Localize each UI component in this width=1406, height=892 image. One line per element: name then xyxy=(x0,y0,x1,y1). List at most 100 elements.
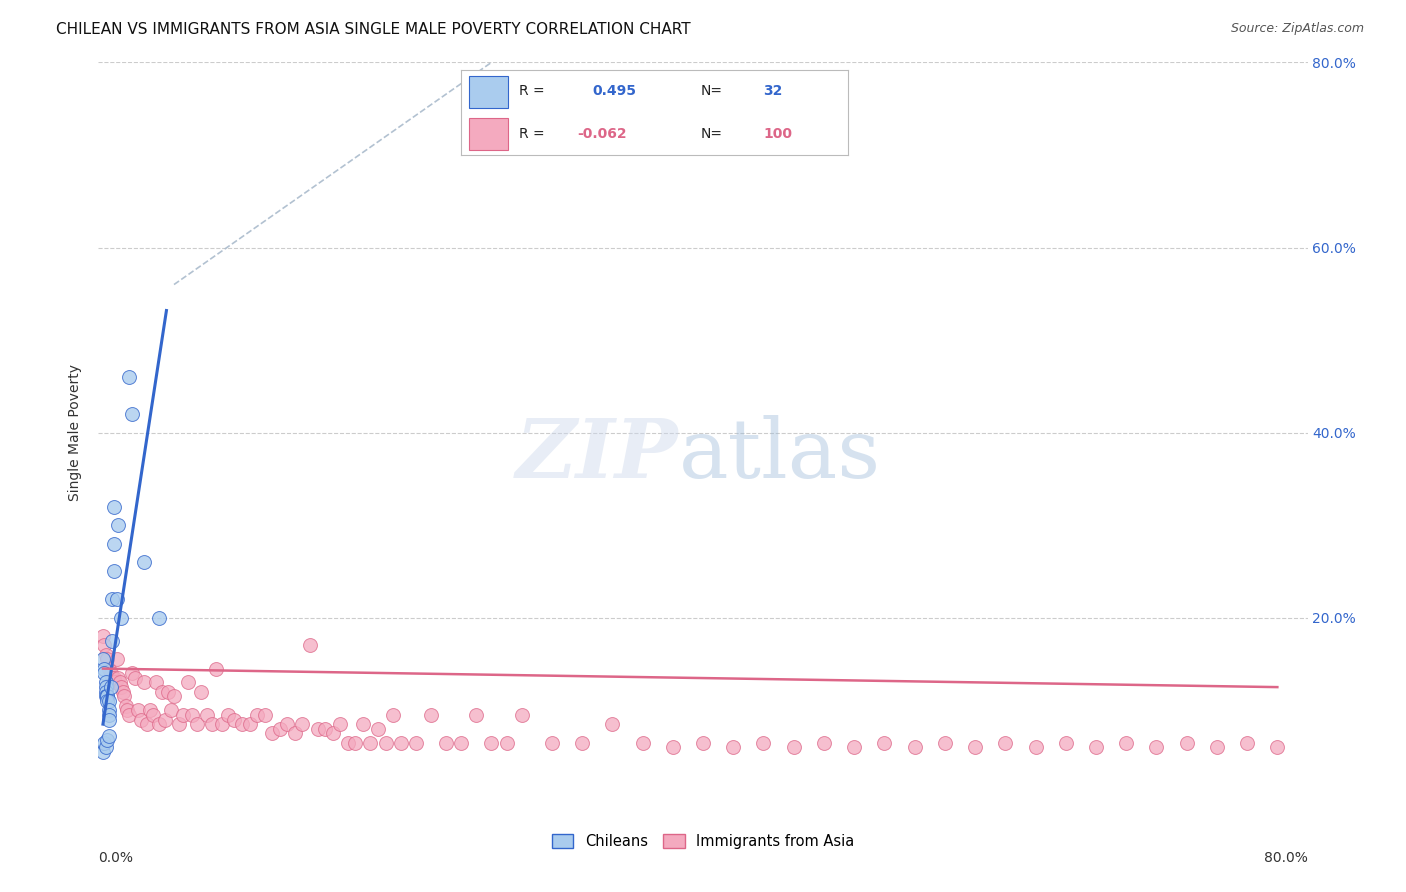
Point xyxy=(142,707,165,722)
Point xyxy=(239,717,262,731)
Point xyxy=(96,652,118,666)
Point xyxy=(224,713,246,727)
Point xyxy=(118,370,141,384)
Point xyxy=(121,407,143,421)
Point xyxy=(201,717,224,731)
Point xyxy=(434,736,457,750)
Point xyxy=(96,690,118,704)
Point xyxy=(307,722,329,736)
Point xyxy=(103,565,125,579)
Point xyxy=(118,707,141,722)
Point xyxy=(176,675,198,690)
Point xyxy=(132,675,155,690)
Point xyxy=(103,536,125,550)
Point xyxy=(114,698,136,713)
Point xyxy=(104,675,127,690)
Point xyxy=(495,736,517,750)
Point xyxy=(405,736,427,750)
Text: 0.0%: 0.0% xyxy=(98,851,134,865)
Point xyxy=(1115,736,1137,750)
Point xyxy=(135,717,157,731)
Point xyxy=(904,740,927,755)
Point xyxy=(148,717,170,731)
Point xyxy=(217,707,239,722)
Point xyxy=(510,707,533,722)
Legend: Chileans, Immigrants from Asia: Chileans, Immigrants from Asia xyxy=(546,828,860,855)
Point xyxy=(112,690,135,704)
Point xyxy=(602,717,624,731)
Point xyxy=(231,717,253,731)
Text: atlas: atlas xyxy=(679,415,882,495)
Point xyxy=(150,685,173,699)
Point xyxy=(571,736,593,750)
Point xyxy=(420,707,443,722)
Point xyxy=(284,726,307,740)
Point xyxy=(994,736,1017,750)
Point xyxy=(314,722,336,736)
Point xyxy=(246,707,269,722)
Point xyxy=(382,707,405,722)
Point xyxy=(96,690,118,704)
Point xyxy=(360,736,382,750)
Point xyxy=(692,736,714,750)
Point xyxy=(1267,740,1289,755)
Point xyxy=(322,726,344,740)
Text: ZIP: ZIP xyxy=(516,415,679,495)
Point xyxy=(1175,736,1198,750)
Point xyxy=(934,736,956,750)
Point xyxy=(752,736,775,750)
Point xyxy=(107,671,129,685)
Point xyxy=(1144,740,1167,755)
Point xyxy=(1024,740,1046,755)
Point xyxy=(93,662,115,676)
Point xyxy=(121,666,143,681)
Point xyxy=(91,745,114,759)
Point xyxy=(91,629,114,643)
Point xyxy=(98,662,121,676)
Point xyxy=(873,736,896,750)
Point xyxy=(1054,736,1077,750)
Point xyxy=(132,555,155,569)
Point xyxy=(98,707,121,722)
Point xyxy=(94,685,117,699)
Point xyxy=(98,694,121,708)
Point xyxy=(253,707,276,722)
Point xyxy=(115,703,138,717)
Point xyxy=(291,717,314,731)
Point xyxy=(94,648,117,662)
Point xyxy=(105,652,128,666)
Point xyxy=(336,736,359,750)
Point xyxy=(540,736,562,750)
Point xyxy=(100,680,122,694)
Point xyxy=(127,703,149,717)
Point xyxy=(101,633,124,648)
Point xyxy=(186,717,208,731)
Point xyxy=(1085,740,1108,755)
Point xyxy=(450,736,472,750)
Point xyxy=(352,717,374,731)
Point xyxy=(269,722,291,736)
Point xyxy=(94,690,117,704)
Point xyxy=(195,707,218,722)
Point xyxy=(93,666,115,681)
Point xyxy=(96,694,118,708)
Point xyxy=(153,713,176,727)
Point xyxy=(167,717,190,731)
Point xyxy=(101,592,124,607)
Point xyxy=(965,740,987,755)
Point xyxy=(110,610,132,624)
Point xyxy=(190,685,212,699)
Point xyxy=(344,736,367,750)
Point xyxy=(101,671,124,685)
Point xyxy=(91,652,114,666)
Point xyxy=(262,726,284,740)
Point xyxy=(145,675,167,690)
Point xyxy=(96,732,118,747)
Point xyxy=(110,680,132,694)
Point xyxy=(389,736,412,750)
Point xyxy=(94,675,117,690)
Point xyxy=(98,729,121,743)
Point xyxy=(103,500,125,514)
Point xyxy=(129,713,152,727)
Point xyxy=(844,740,866,755)
